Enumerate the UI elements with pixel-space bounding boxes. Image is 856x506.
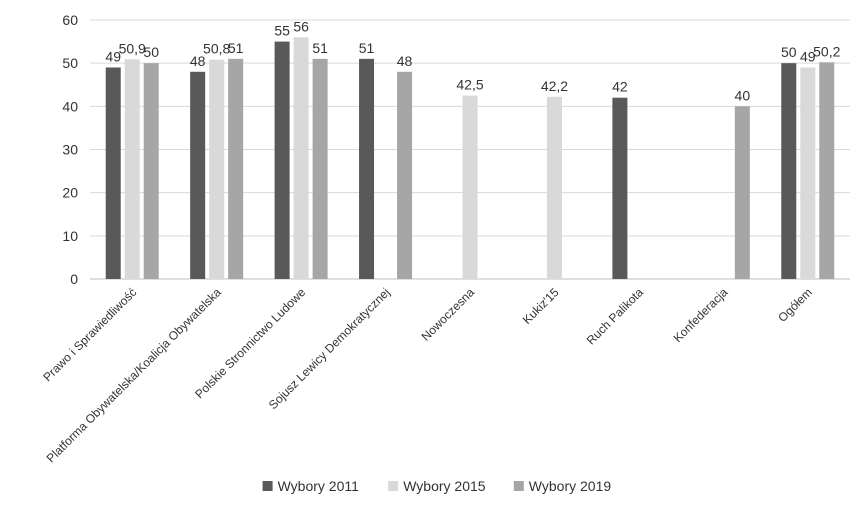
bar-2-2	[209, 59, 225, 279]
bar-9-2	[800, 67, 816, 279]
bar-7-1	[612, 97, 628, 279]
y-tick-label-60: 60	[62, 12, 78, 28]
y-tick-label-40: 40	[62, 98, 78, 114]
data-label-9-3: 50,2	[813, 43, 840, 59]
legend-label-3: Wybory 2019	[529, 478, 612, 494]
data-label-1-2: 50,9	[119, 40, 146, 56]
data-label-5-2: 42,5	[456, 77, 483, 93]
x-tick-label-6: Kukiz'15	[520, 285, 562, 327]
data-label-1-3: 50	[143, 44, 159, 60]
legend-label-1: Wybory 2011	[278, 478, 360, 494]
data-label-3-3: 51	[312, 40, 328, 56]
data-label-4-3: 48	[397, 53, 413, 69]
legend-swatch-2	[388, 481, 399, 491]
data-label-9-1: 50	[781, 44, 797, 60]
data-label-7-1: 42	[612, 79, 628, 95]
y-tick-label-20: 20	[62, 185, 78, 201]
y-tick-label-10: 10	[62, 228, 78, 244]
bar-9-3	[819, 62, 835, 280]
bar-1-3	[143, 63, 159, 279]
data-label-2-2: 50,8	[203, 41, 230, 57]
legend-label-2: Wybory 2015	[403, 478, 486, 494]
y-tick-label-50: 50	[62, 55, 78, 71]
x-tick-label-5: Nowoczesna	[419, 285, 478, 344]
data-label-9-2: 49	[800, 48, 816, 64]
bars-layer	[105, 37, 835, 280]
data-label-4-1: 51	[359, 40, 375, 56]
x-tick-label-8: Konfederacja	[671, 285, 731, 345]
data-label-3-2: 56	[293, 18, 309, 34]
x-tick-label-7: Ruch Palikota	[584, 285, 646, 347]
data-label-6-2: 42,2	[541, 78, 568, 94]
bar-1-2	[124, 59, 140, 280]
legend-swatch-3	[513, 481, 524, 491]
bar-2-3	[228, 58, 244, 279]
bar-4-1	[359, 58, 375, 279]
bar-3-3	[312, 58, 328, 279]
bar-8-3	[734, 106, 750, 279]
bar-5-2	[462, 95, 478, 280]
data-label-2-3: 51	[228, 40, 244, 56]
x-tick-label-2: Platforma Obywatelska/Koalicja Obywatels…	[44, 285, 224, 465]
data-label-2-1: 48	[190, 53, 206, 69]
data-label-3-1: 55	[274, 23, 290, 39]
data-label-8-3: 40	[735, 87, 751, 103]
legend: Wybory 2011 Wybory 2015 Wybory 2019	[262, 478, 612, 494]
bar-1-1	[105, 67, 121, 279]
data-label-1-1: 49	[105, 48, 121, 64]
x-tick-label-1: Prawo i Sprawiedliwość	[40, 285, 139, 384]
bar-3-2	[293, 37, 309, 280]
bar-6-2	[546, 96, 562, 279]
y-tick-label-30: 30	[62, 142, 78, 158]
y-tick-label-0: 0	[70, 271, 78, 287]
bar-3-1	[274, 41, 290, 280]
grid-layer: 0 10 20 30 40 50 60	[62, 12, 850, 287]
bar-4-3	[397, 71, 413, 279]
bar-2-1	[190, 71, 206, 279]
legend-swatch-1	[262, 481, 273, 491]
bar-9-1	[781, 63, 797, 279]
x-tick-label-9: Ogółem	[775, 285, 815, 325]
